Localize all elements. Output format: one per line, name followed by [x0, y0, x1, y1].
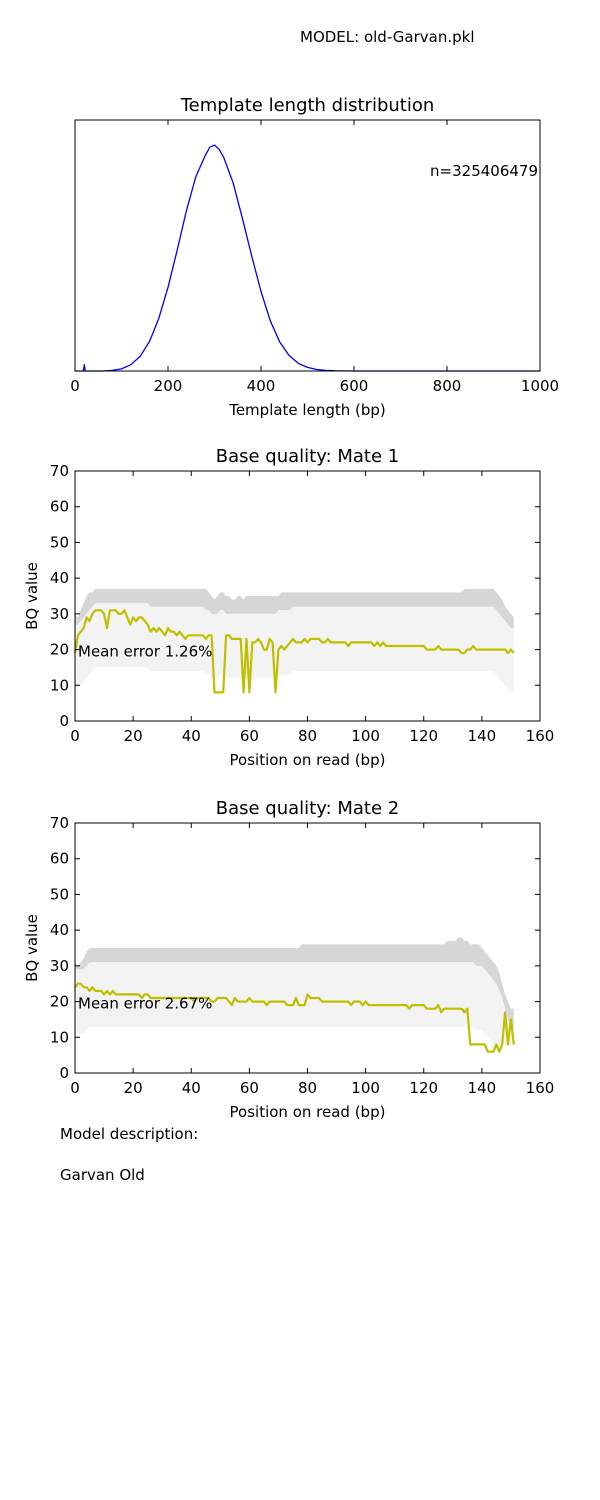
y-tick-label: 30 [50, 957, 69, 975]
quality-distribution-band [75, 588, 514, 629]
x-tick-label: 800 [433, 377, 462, 395]
mean-error-annotation: Mean error 1.26% [78, 643, 212, 661]
x-tick-label: 120 [409, 727, 438, 745]
mate1-quality-chart: Base quality: Mate 10 20 40 60 80 100 120 140 16… [23, 446, 555, 769]
y-axis-label: BQ value [23, 914, 41, 982]
x-tick-label: 80 [298, 1079, 317, 1097]
x-tick-label: 60 [240, 1079, 259, 1097]
x-tick-label: 200 [154, 377, 183, 395]
x-tick-label: 120 [409, 1079, 438, 1097]
sample-count-annotation: n=325406479 [430, 162, 538, 180]
series-line [74, 982, 515, 1053]
x-tick-label: 40 [182, 727, 201, 745]
x-axis-label: Position on read (bp) [230, 751, 386, 769]
y-tick-label: 20 [50, 641, 69, 659]
y-tick-label: 10 [50, 676, 69, 694]
chart-title: Template length distribution [180, 95, 435, 116]
x-tick-label: 0 [70, 377, 80, 395]
template-length-chart: Template length distribution 0 200 400 600 80… [70, 95, 559, 419]
mate2-quality-chart: Base quality: Mate 20 20 40 60 80 100 120 140 16… [23, 798, 555, 1121]
y-tick-label: 30 [50, 605, 69, 623]
x-tick-label: 60 [240, 727, 259, 745]
y-tick-label: 70 [50, 462, 69, 480]
x-tick-label: 400 [247, 377, 276, 395]
x-tick-label: 100 [351, 727, 380, 745]
x-tick-label: 160 [526, 727, 555, 745]
model-description-label: Model description: [60, 1125, 199, 1143]
mean-error-annotation: Mean error 2.67% [78, 995, 212, 1013]
plot-frame [74, 119, 541, 372]
y-tick-label: 40 [50, 569, 69, 587]
y-tick-label: 0 [59, 712, 69, 730]
y-tick-label: 60 [50, 850, 69, 868]
chart-title: Base quality: Mate 2 [216, 798, 399, 819]
x-tick-label: 40 [182, 1079, 201, 1097]
x-tick-label: 0 [70, 1079, 80, 1097]
y-axis-label: BQ value [23, 562, 41, 630]
x-axis-label: Position on read (bp) [230, 1103, 386, 1121]
x-tick-label: 20 [124, 727, 143, 745]
x-tick-label: 160 [526, 1079, 555, 1097]
y-tick-label: 20 [50, 993, 69, 1011]
series-line [73, 609, 515, 694]
y-tick-label: 60 [50, 498, 69, 516]
y-tick-label: 10 [50, 1028, 69, 1046]
x-tick-label: 140 [468, 1079, 497, 1097]
x-tick-label: 0 [70, 727, 80, 745]
model-name-label: MODEL: old-Garvan.pkl [300, 28, 475, 46]
chart-title: Base quality: Mate 1 [216, 446, 399, 467]
x-tick-label: 100 [351, 1079, 380, 1097]
x-tick-label: 140 [468, 727, 497, 745]
x-axis-label: Template length (bp) [228, 401, 386, 419]
quality-distribution-faint [75, 603, 514, 693]
y-tick-label: 50 [50, 885, 69, 903]
x-tick-label: 1000 [521, 377, 559, 395]
y-tick-label: 50 [50, 533, 69, 551]
y-tick-label: 0 [59, 1064, 69, 1082]
x-tick-label: 600 [340, 377, 369, 395]
quality-distribution-band [75, 937, 514, 1031]
y-tick-label: 40 [50, 921, 69, 939]
x-tick-label: 80 [298, 727, 317, 745]
model-description-value: Garvan Old [60, 1166, 145, 1184]
y-tick-label: 70 [50, 814, 69, 832]
x-tick-label: 20 [124, 1079, 143, 1097]
